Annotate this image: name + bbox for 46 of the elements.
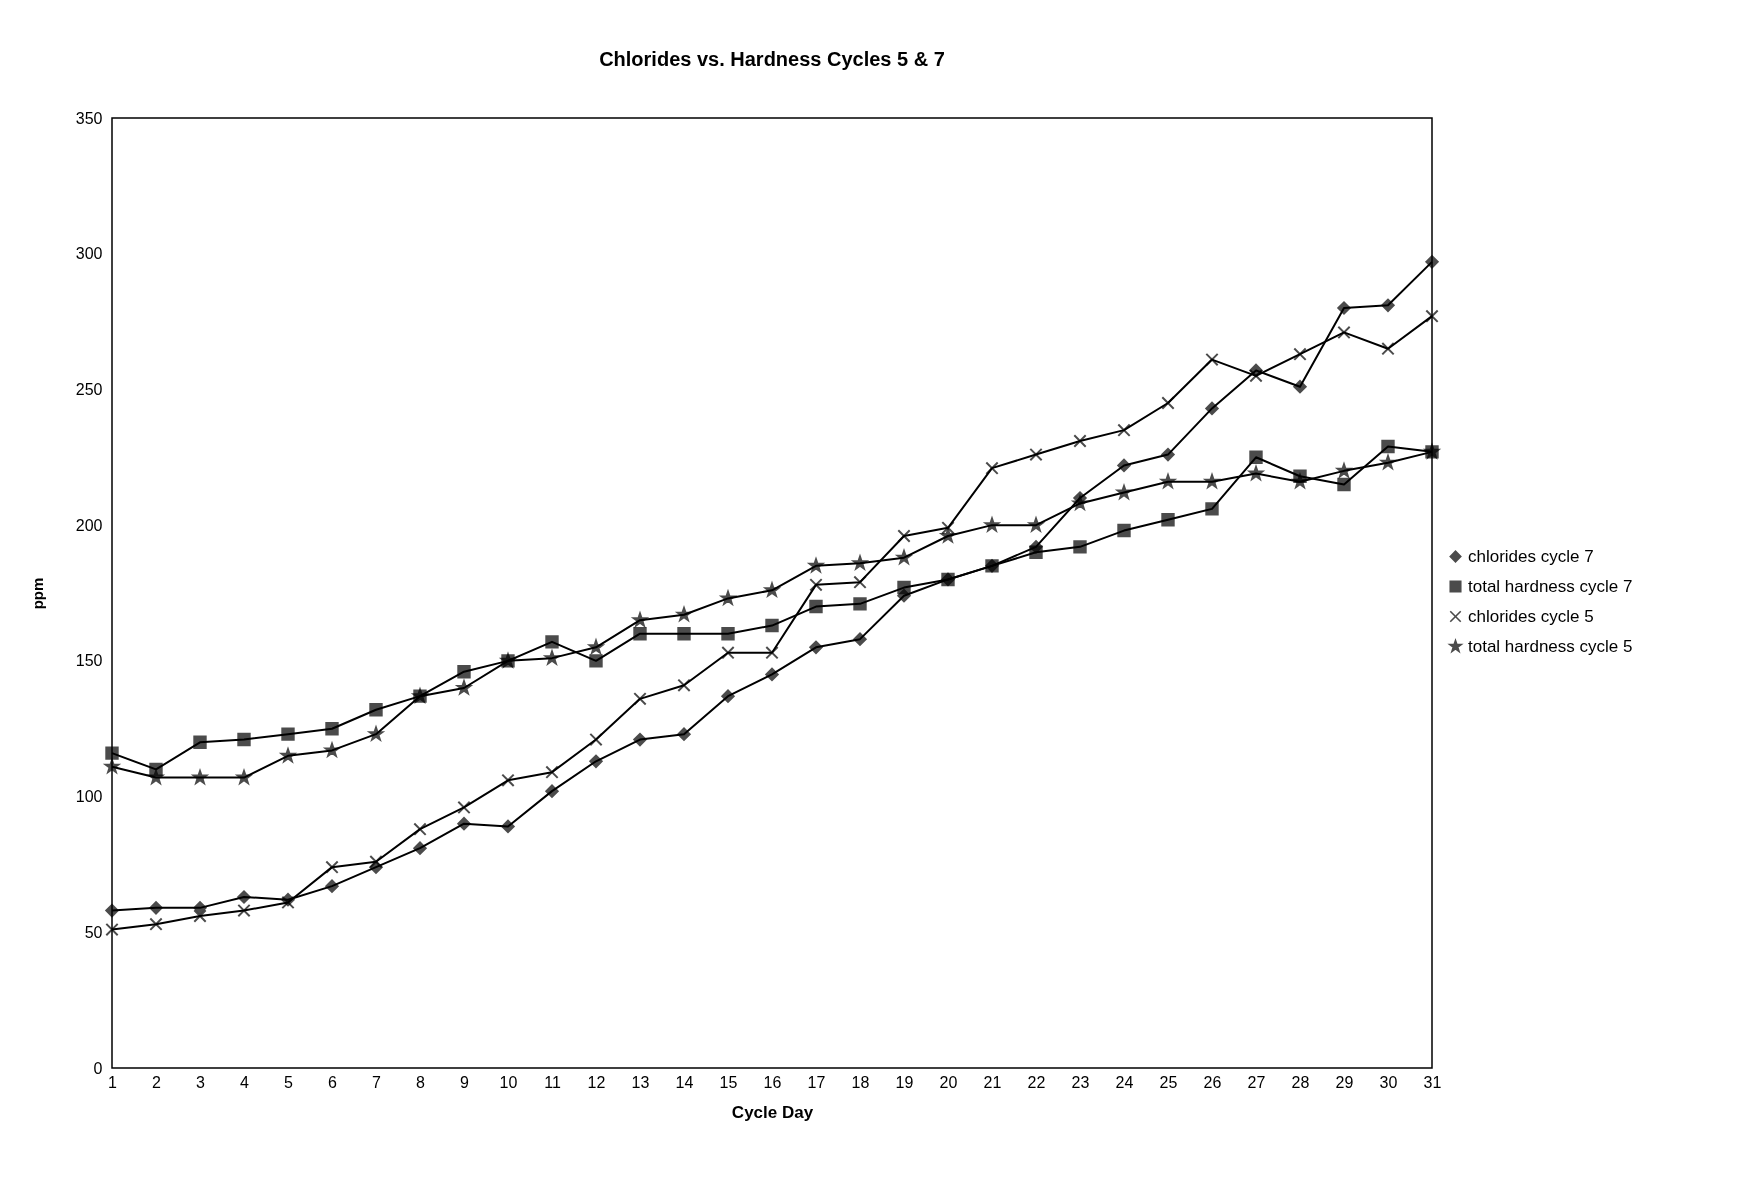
x-tick-label: 26 xyxy=(1203,1073,1222,1091)
x-tick-label: 6 xyxy=(328,1073,338,1091)
x-tick-label: 5 xyxy=(284,1073,294,1091)
x-tick-label: 24 xyxy=(1115,1073,1134,1091)
x-tick-label: 30 xyxy=(1379,1073,1398,1091)
x-tick-label: 2 xyxy=(152,1073,162,1091)
x-tick-label: 11 xyxy=(544,1073,561,1091)
y-tick-label: 250 xyxy=(75,380,103,398)
x-tick-label: 10 xyxy=(499,1073,518,1091)
y-tick-label: 200 xyxy=(75,516,103,534)
x-axis-title: Cycle Day xyxy=(731,1102,814,1122)
x-tick-label: 3 xyxy=(196,1073,206,1091)
x-tick-label: 4 xyxy=(240,1073,250,1091)
x-tick-label: 15 xyxy=(719,1073,738,1091)
x-tick-label: 22 xyxy=(1027,1073,1046,1091)
y-tick-label: 300 xyxy=(75,245,103,263)
x-tick-label: 13 xyxy=(631,1073,650,1091)
y-tick-label: 150 xyxy=(75,652,103,670)
x-tick-label: 29 xyxy=(1335,1073,1354,1091)
legend-label: chlorides cycle 7 xyxy=(1468,546,1594,566)
legend-label: chlorides cycle 5 xyxy=(1468,606,1594,626)
x-tick-label: 23 xyxy=(1071,1073,1090,1091)
x-tick-label: 25 xyxy=(1159,1073,1178,1091)
chart-title: Chlorides vs. Hardness Cycles 5 & 7 xyxy=(599,48,945,70)
x-tick-label: 1 xyxy=(108,1073,118,1091)
legend-label: total hardness cycle 5 xyxy=(1468,636,1633,656)
x-tick-label: 12 xyxy=(587,1073,606,1091)
x-tick-label: 28 xyxy=(1291,1073,1310,1091)
x-tick-label: 20 xyxy=(939,1073,958,1091)
x-tick-label: 16 xyxy=(763,1073,782,1091)
x-tick-label: 8 xyxy=(416,1073,426,1091)
y-tick-label: 350 xyxy=(75,109,103,127)
legend-label: total hardness cycle 7 xyxy=(1468,576,1633,596)
y-tick-label: 50 xyxy=(84,923,103,941)
x-tick-label: 7 xyxy=(372,1073,382,1091)
x-tick-label: 18 xyxy=(851,1073,870,1091)
y-tick-label: 0 xyxy=(93,1059,103,1077)
y-tick-label: 100 xyxy=(75,788,103,806)
x-tick-label: 17 xyxy=(807,1073,826,1091)
x-tick-label: 19 xyxy=(895,1073,914,1091)
x-tick-label: 21 xyxy=(983,1073,1002,1091)
y-axis-title: ppm xyxy=(28,577,46,610)
x-tick-label: 14 xyxy=(675,1073,694,1091)
x-tick-label: 27 xyxy=(1247,1073,1266,1091)
x-tick-label: 9 xyxy=(460,1073,470,1091)
x-tick-label: 31 xyxy=(1423,1073,1442,1091)
